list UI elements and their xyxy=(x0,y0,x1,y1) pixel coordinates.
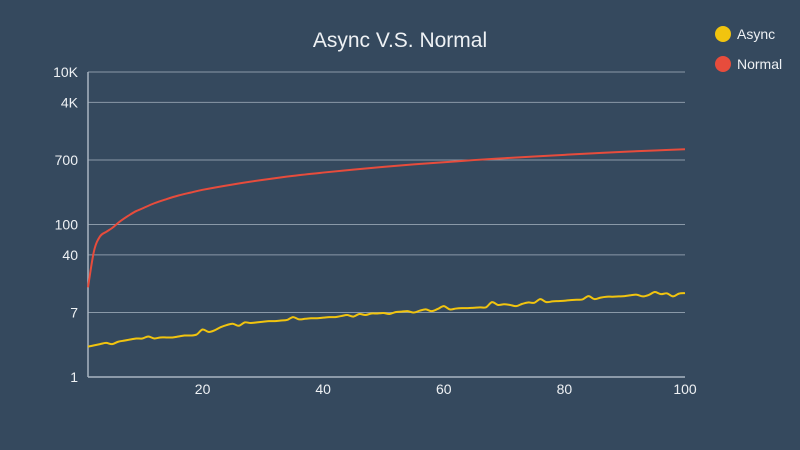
series-line-async xyxy=(87,291,686,348)
legend-marker xyxy=(715,26,731,42)
legend-item-normal[interactable]: Normal xyxy=(715,56,782,72)
x-tick-label: 80 xyxy=(557,381,573,397)
y-tick-label: 1 xyxy=(70,369,78,385)
series-group xyxy=(87,148,686,348)
x-tick-label: 60 xyxy=(436,381,452,397)
y-tick-label: 4K xyxy=(61,94,79,110)
chart-title: Async V.S. Normal xyxy=(313,29,487,52)
legend-marker xyxy=(715,56,731,72)
legend[interactable]: Async Normal xyxy=(715,26,782,72)
legend-item-async[interactable]: Async xyxy=(715,26,775,42)
x-axis: 20 40 60 80 100 xyxy=(88,376,697,397)
y-tick-label: 10K xyxy=(53,64,79,80)
y-axis: 1 7 40 100 700 4K 10K xyxy=(53,64,89,385)
legend-label: Normal xyxy=(737,56,782,72)
y-tick-label: 700 xyxy=(55,152,79,168)
y-tick-label: 100 xyxy=(55,217,79,233)
y-tick-label: 40 xyxy=(62,247,78,263)
x-tick-label: 20 xyxy=(195,381,211,397)
y-tick-label: 7 xyxy=(70,305,78,321)
x-tick-label: 100 xyxy=(673,381,697,397)
grid xyxy=(88,71,685,314)
series-line-normal xyxy=(87,148,686,288)
legend-label: Async xyxy=(737,26,775,42)
x-tick-label: 40 xyxy=(315,381,331,397)
